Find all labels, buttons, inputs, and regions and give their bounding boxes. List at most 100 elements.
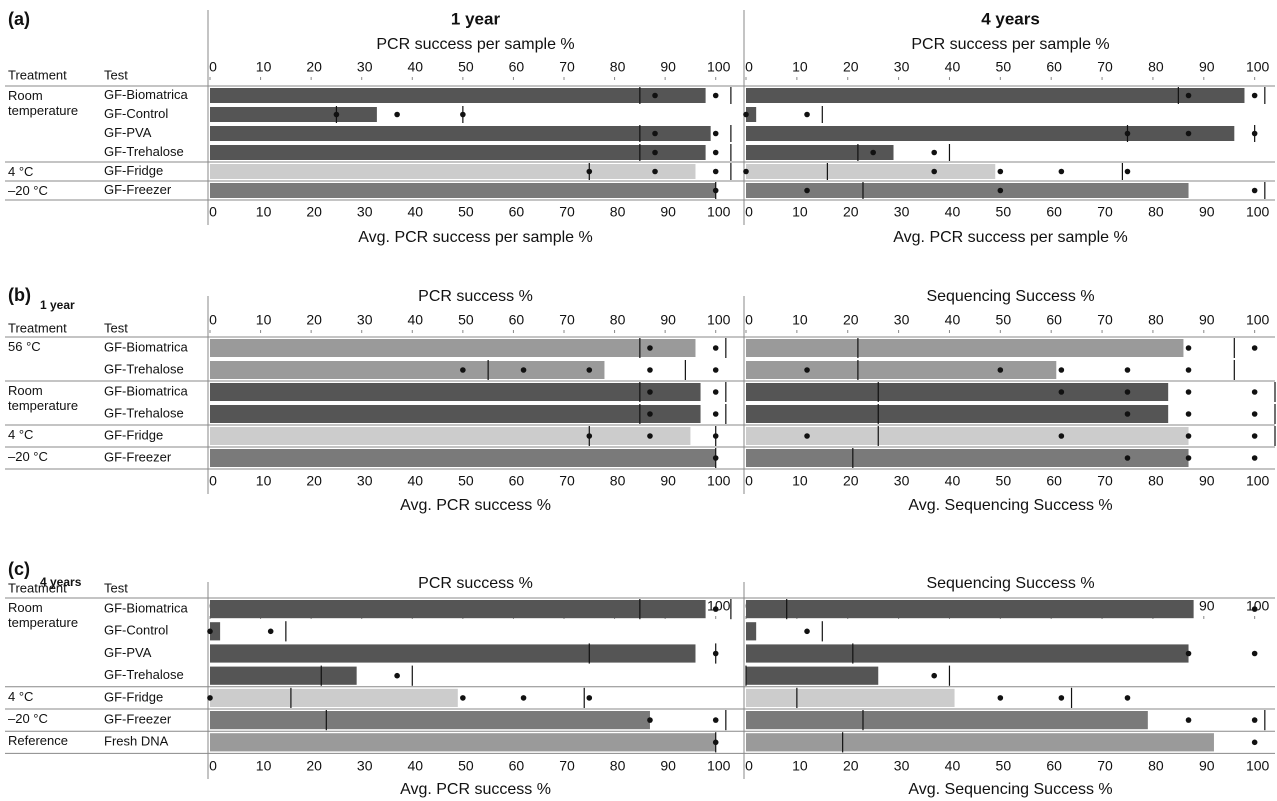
bar xyxy=(746,688,955,707)
x-tick-label-top: 100 xyxy=(707,312,731,328)
x-tick-label: 30 xyxy=(357,204,373,220)
sample-point xyxy=(207,695,213,701)
x-tick-label: 90 xyxy=(660,473,676,489)
bar xyxy=(746,449,1189,467)
x-tick-label-top: 60 xyxy=(1046,59,1062,75)
sample-point xyxy=(712,92,719,99)
x-tick-label: 50 xyxy=(458,204,474,220)
sample-point xyxy=(804,433,810,439)
bar xyxy=(746,600,1194,619)
bar xyxy=(210,622,221,641)
treatment-label: 56 °C xyxy=(8,339,41,354)
x-tick-label-top: 50 xyxy=(996,312,1012,328)
sample-point xyxy=(647,433,653,439)
sample-point xyxy=(1251,650,1258,657)
sample-point xyxy=(1185,650,1192,657)
panel-sublabel: 1 year xyxy=(40,298,75,312)
test-label: GF-Freezer xyxy=(104,712,172,727)
treatment-label: Room temperature xyxy=(8,600,79,630)
x-tick-label: 60 xyxy=(509,473,525,489)
test-label: GF-Trehalose xyxy=(104,667,184,682)
sample-point xyxy=(1251,92,1258,99)
x-tick-label: 70 xyxy=(1097,473,1113,489)
sample-point xyxy=(1124,168,1131,175)
sample-point xyxy=(1124,130,1131,137)
sample-point xyxy=(712,130,719,137)
bar xyxy=(746,107,757,122)
sample-point xyxy=(652,168,658,175)
sample-point xyxy=(743,111,749,118)
sample-point xyxy=(1124,455,1131,461)
x-tick-label-top: 90 xyxy=(660,59,676,75)
sample-point xyxy=(1058,367,1065,373)
x-tick-label-top: 90 xyxy=(1199,312,1215,328)
bar xyxy=(746,339,1184,357)
treatment-header: Treatment xyxy=(8,580,67,595)
sample-point xyxy=(712,168,719,175)
treatment-label: –20 °C xyxy=(8,711,48,726)
x-tick-label: 30 xyxy=(894,204,910,220)
x-tick-label: 90 xyxy=(1199,473,1215,489)
x-tick-label: 0 xyxy=(745,758,753,774)
x-tick-label: 60 xyxy=(509,204,525,220)
x-tick-label: 50 xyxy=(458,473,474,489)
bar xyxy=(210,733,716,752)
x-tick-label: 100 xyxy=(707,473,731,489)
x-tick-label: 100 xyxy=(1246,473,1270,489)
x-tick-label-top: 20 xyxy=(843,59,859,75)
sample-point xyxy=(1251,187,1258,194)
top-axis-label: PCR success per sample % xyxy=(376,36,574,53)
bar xyxy=(210,449,716,467)
x-tick-label: 60 xyxy=(1046,758,1062,774)
sample-point xyxy=(394,672,400,679)
sample-point xyxy=(1185,717,1192,723)
x-tick-label-top: 100 xyxy=(1246,312,1270,328)
x-tick-label: 10 xyxy=(792,473,808,489)
x-tick-label-top: 40 xyxy=(945,312,961,328)
sample-point xyxy=(712,606,719,612)
x-tick-label-top: 100 xyxy=(1246,59,1270,75)
x-tick-label: 10 xyxy=(792,758,808,774)
panel-label: (a) xyxy=(8,9,30,29)
x-tick-label-top: 50 xyxy=(458,312,474,328)
sample-point xyxy=(712,389,719,395)
sample-point xyxy=(712,433,719,439)
x-tick-label: 30 xyxy=(894,758,910,774)
sample-point xyxy=(804,367,810,373)
x-tick-label-top: 10 xyxy=(256,312,272,328)
x-tick-label-top: 80 xyxy=(610,312,626,328)
sample-point xyxy=(460,111,466,118)
x-tick-label: 80 xyxy=(1148,473,1164,489)
x-tick-label: 20 xyxy=(306,473,322,489)
bar xyxy=(746,145,894,160)
sample-point xyxy=(1251,717,1258,723)
test-label: GF-Trehalose xyxy=(104,405,184,420)
treatment-label: –20 °C xyxy=(8,449,48,464)
x-tick-label: 20 xyxy=(306,758,322,774)
bar xyxy=(210,88,706,103)
test-header: Test xyxy=(104,320,128,335)
bar xyxy=(746,405,1169,423)
treatment-label: Room temperature xyxy=(8,88,79,118)
sample-point xyxy=(1058,433,1065,439)
bar xyxy=(210,339,696,357)
sample-point xyxy=(520,695,527,701)
sample-point xyxy=(1251,739,1258,746)
bar xyxy=(746,711,1148,730)
sample-point xyxy=(997,187,1004,194)
x-tick-label: 70 xyxy=(559,204,575,220)
test-label: GF-PVA xyxy=(104,645,152,660)
test-label: GF-Fridge xyxy=(104,163,163,178)
test-label: GF-Freezer xyxy=(104,182,172,197)
x-tick-label: 90 xyxy=(1199,204,1215,220)
sample-point xyxy=(460,695,466,701)
test-label: GF-Fridge xyxy=(104,689,163,704)
treatment-label: 4 °C xyxy=(8,688,34,704)
x-axis-label: Avg. Sequencing Success % xyxy=(908,497,1112,514)
test-label: GF-Biomatrica xyxy=(104,601,189,616)
sample-point xyxy=(586,433,593,439)
test-label: GF-Biomatrica xyxy=(104,87,189,102)
x-tick-label-top: 30 xyxy=(357,312,373,328)
x-tick-label-top: 20 xyxy=(306,312,322,328)
top-axis-label: PCR success per sample % xyxy=(911,36,1109,53)
